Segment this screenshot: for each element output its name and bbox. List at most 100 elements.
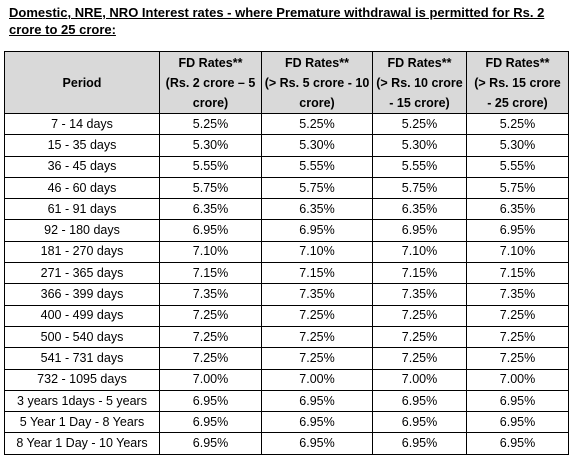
rate-cell: 5.30%: [159, 134, 262, 157]
rate-cell: 7.15%: [466, 262, 569, 285]
header-line: FD Rates**: [178, 55, 243, 70]
rate-cell: 7.10%: [159, 240, 262, 264]
period-cell: 61 - 91 days: [4, 198, 160, 221]
header-line: FD Rates**: [485, 55, 550, 70]
rate-cell: 7.10%: [261, 240, 373, 264]
header-fd-rates-2-5-crore: FD Rates** (Rs. 2 crore – 5 crore): [159, 51, 262, 114]
rate-cell: 7.10%: [372, 240, 467, 264]
rate-cell: 7.25%: [466, 304, 569, 327]
rate-cell: 5.55%: [466, 155, 569, 178]
period-cell: 15 - 35 days: [4, 134, 160, 157]
table-row: 500 - 540 days 7.25% 7.25% 7.25% 7.25%: [4, 325, 569, 349]
header-line: (> Rs. 10 crore: [376, 75, 463, 90]
table-row: 7 - 14 days 5.25% 5.25% 5.25% 5.25%: [4, 112, 569, 136]
table-row: 36 - 45 days 5.55% 5.55% 5.55% 5.55%: [4, 155, 569, 178]
header-line: (> Rs. 5 crore - 10: [264, 75, 370, 90]
rate-cell: 5.25%: [261, 112, 373, 136]
rate-cell: 6.95%: [159, 432, 262, 455]
header-fd-rates-15-25-crore: FD Rates** (> Rs. 15 crore - 25 crore): [466, 51, 569, 114]
rate-cell: 7.25%: [159, 347, 262, 370]
period-cell: 5 Year 1 Day - 8 Years: [4, 411, 160, 434]
rate-cell: 6.95%: [372, 389, 467, 413]
rate-cell: 6.35%: [372, 198, 467, 221]
rate-cell: 7.25%: [261, 347, 373, 370]
rate-cell: 6.35%: [466, 198, 569, 221]
header-row: Period FD Rates** (Rs. 2 crore – 5 crore…: [4, 51, 569, 114]
rate-cell: 6.95%: [261, 219, 373, 242]
rate-cell: 7.00%: [372, 368, 467, 391]
table-header: Period FD Rates** (Rs. 2 crore – 5 crore…: [4, 51, 569, 114]
period-cell: 500 - 540 days: [4, 325, 160, 349]
rate-cell: 6.95%: [159, 411, 262, 434]
rate-cell: 6.95%: [159, 389, 262, 413]
header-fd-rates-5-10-crore: FD Rates** (> Rs. 5 crore - 10 crore): [261, 51, 373, 114]
rate-cell: 7.25%: [466, 325, 569, 349]
rate-cell: 6.95%: [466, 432, 569, 455]
rate-cell: 5.55%: [261, 155, 373, 178]
rate-cell: 5.25%: [372, 112, 467, 136]
rate-cell: 7.25%: [261, 304, 373, 327]
header-line: FD Rates**: [387, 55, 452, 70]
header-line: - 25 crore): [487, 95, 548, 110]
rate-cell: 5.75%: [159, 176, 262, 200]
rate-cell: 7.25%: [261, 325, 373, 349]
rate-cell: 5.55%: [159, 155, 262, 178]
rate-cell: 7.15%: [372, 262, 467, 285]
table-row: 732 - 1095 days 7.00% 7.00% 7.00% 7.00%: [4, 368, 569, 391]
rate-cell: 7.00%: [466, 368, 569, 391]
rate-cell: 7.35%: [372, 283, 467, 306]
header-line: crore): [299, 95, 335, 110]
rate-cell: 6.95%: [466, 389, 569, 413]
rate-cell: 6.95%: [372, 219, 467, 242]
period-cell: 46 - 60 days: [4, 176, 160, 200]
rate-cell: 6.95%: [372, 432, 467, 455]
table-body: 7 - 14 days 5.25% 5.25% 5.25% 5.25% 15 - 35 d…: [4, 112, 569, 455]
rate-cell: 7.25%: [372, 347, 467, 370]
rate-cell: 6.95%: [159, 219, 262, 242]
rate-cell: 5.75%: [466, 176, 569, 200]
rate-cell: 7.15%: [261, 262, 373, 285]
header-line: (> Rs. 15 crore: [474, 75, 561, 90]
rate-cell: 5.30%: [466, 134, 569, 157]
header-period: Period: [4, 51, 160, 114]
table-row: 5 Year 1 Day - 8 Years 6.95% 6.95% 6.95% 6.9…: [4, 411, 569, 434]
rate-cell: 6.95%: [261, 389, 373, 413]
rate-cell: 5.25%: [466, 112, 569, 136]
rate-cell: 7.00%: [159, 368, 262, 391]
rate-cell: 5.75%: [372, 176, 467, 200]
table-row: 46 - 60 days 5.75% 5.75% 5.75% 5.75%: [4, 176, 569, 200]
rate-cell: 6.35%: [261, 198, 373, 221]
rate-cell: 6.95%: [261, 432, 373, 455]
period-cell: 400 - 499 days: [4, 304, 160, 327]
header-line: FD Rates**: [285, 55, 349, 70]
rate-cell: 7.35%: [261, 283, 373, 306]
table-row: 92 - 180 days 6.95% 6.95% 6.95% 6.95%: [4, 219, 569, 242]
table-row: 3 years 1days - 5 years 6.95% 6.95% 6.95% 6.…: [4, 389, 569, 413]
rate-cell: 5.55%: [372, 155, 467, 178]
period-cell: 181 - 270 days: [4, 240, 160, 264]
period-cell: 271 - 365 days: [4, 262, 160, 285]
rate-cell: 7.25%: [372, 304, 467, 327]
table-row: 400 - 499 days 7.25% 7.25% 7.25% 7.25%: [4, 304, 569, 327]
rate-cell: 7.00%: [261, 368, 373, 391]
rate-cell: 5.25%: [159, 112, 262, 136]
rate-cell: 6.35%: [159, 198, 262, 221]
rate-cell: 7.10%: [466, 240, 569, 264]
header-line: - 15 crore): [389, 95, 450, 110]
table-row: 61 - 91 days 6.35% 6.35% 6.35% 6.35%: [4, 198, 569, 221]
table-row: 181 - 270 days 7.10% 7.10% 7.10% 7.10%: [4, 240, 569, 264]
period-cell: 732 - 1095 days: [4, 368, 160, 391]
table-row: 541 - 731 days 7.25% 7.25% 7.25% 7.25%: [4, 347, 569, 370]
table-row: 15 - 35 days 5.30% 5.30% 5.30% 5.30%: [4, 134, 569, 157]
rate-cell: 5.30%: [261, 134, 373, 157]
table-row: 8 Year 1 Day - 10 Years 6.95% 6.95% 6.95% 6.…: [4, 432, 569, 455]
period-cell: 366 - 399 days: [4, 283, 160, 306]
rate-cell: 6.95%: [466, 219, 569, 242]
page-title: Domestic, NRE, NRO Interest rates - wher…: [9, 5, 545, 37]
period-cell: 92 - 180 days: [4, 219, 160, 242]
rate-cell: 7.25%: [372, 325, 467, 349]
header-line: crore): [192, 95, 229, 110]
period-cell: 3 years 1days - 5 years: [4, 389, 160, 413]
header-line: Period: [62, 75, 102, 90]
table-row: 271 - 365 days 7.15% 7.15% 7.15% 7.15%: [4, 262, 569, 285]
